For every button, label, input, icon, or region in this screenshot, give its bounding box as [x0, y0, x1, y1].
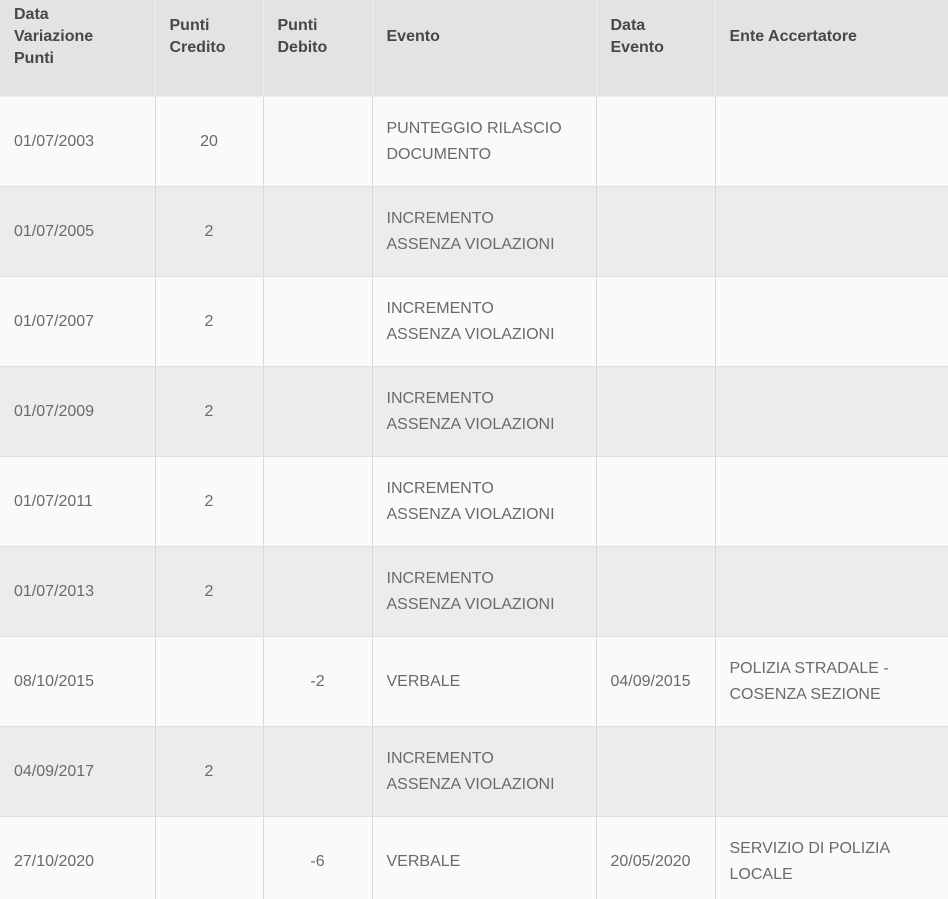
cell-punti-debito: [263, 366, 373, 457]
cell-data-evento: [596, 726, 716, 817]
cell-evento: PUNTEGGIO RILASCIO DOCUMENTO: [372, 96, 597, 187]
cell-punti-credito: 2: [155, 276, 264, 367]
cell-punti-debito: -6: [263, 816, 373, 899]
header-row: Data Variazione Punti Punti Credito Punti …: [0, 0, 948, 97]
cell-punti-credito: 2: [155, 186, 264, 277]
cell-evento: VERBALE: [372, 816, 597, 899]
cell-data-variazione-punti: 01/07/2009: [0, 366, 156, 457]
column-header-punti-credito: Punti Credito: [155, 0, 264, 97]
column-header-data-variazione-punti: Data Variazione Punti: [0, 0, 156, 97]
cell-punti-credito: 2: [155, 366, 264, 457]
cell-ente-accertatore: POLIZIA STRADALE - COSENZA SEZIONE: [715, 636, 948, 727]
cell-data-evento: [596, 186, 716, 277]
cell-punti-debito: [263, 546, 373, 637]
table-row: 04/09/2017 2 INCREMENTO ASSENZA VIOLAZIONI: [0, 726, 948, 817]
column-header-evento: Evento: [372, 0, 597, 97]
column-header-data-evento: Data Evento: [596, 0, 716, 97]
cell-punti-debito: [263, 276, 373, 367]
cell-ente-accertatore: [715, 186, 948, 277]
cell-punti-debito: -2: [263, 636, 373, 727]
table-row: 01/07/2003 20 PUNTEGGIO RILASCIO DOCUMENTO: [0, 96, 948, 187]
cell-evento: VERBALE: [372, 636, 597, 727]
cell-data-variazione-punti: 01/07/2003: [0, 96, 156, 187]
cell-data-evento: [596, 456, 716, 547]
cell-ente-accertatore: SERVIZIO DI POLIZIA LOCALE: [715, 816, 948, 899]
cell-data-evento: 20/05/2020: [596, 816, 716, 899]
cell-ente-accertatore: [715, 726, 948, 817]
cell-data-evento: 04/09/2015: [596, 636, 716, 727]
cell-punti-credito: [155, 816, 264, 899]
cell-evento: INCREMENTO ASSENZA VIOLAZIONI: [372, 726, 597, 817]
cell-punti-credito: 2: [155, 546, 264, 637]
table-header: Data Variazione Punti Punti Credito Punti …: [0, 0, 948, 97]
cell-data-variazione-punti: 01/07/2013: [0, 546, 156, 637]
cell-punti-debito: [263, 186, 373, 277]
cell-data-variazione-punti: 27/10/2020: [0, 816, 156, 899]
table-row: 27/10/2020 -6 VERBALE 20/05/2020 SERVIZIO DI…: [0, 816, 948, 899]
cell-punti-credito: 2: [155, 726, 264, 817]
cell-data-variazione-punti: 01/07/2011: [0, 456, 156, 547]
table-row: 01/07/2013 2 INCREMENTO ASSENZA VIOLAZIONI: [0, 546, 948, 637]
cell-ente-accertatore: [715, 366, 948, 457]
cell-data-variazione-punti: 08/10/2015: [0, 636, 156, 727]
table-row: 01/07/2011 2 INCREMENTO ASSENZA VIOLAZIONI: [0, 456, 948, 547]
cell-data-evento: [596, 276, 716, 367]
cell-data-variazione-punti: 01/07/2007: [0, 276, 156, 367]
cell-data-variazione-punti: 01/07/2005: [0, 186, 156, 277]
cell-punti-debito: [263, 726, 373, 817]
cell-evento: INCREMENTO ASSENZA VIOLAZIONI: [372, 546, 597, 637]
table-body: 01/07/2003 20 PUNTEGGIO RILASCIO DOCUMENTO…: [0, 96, 948, 899]
column-header-ente-accertatore: Ente Accertatore: [715, 0, 948, 97]
cell-data-evento: [596, 366, 716, 457]
cell-punti-credito: [155, 636, 264, 727]
cell-ente-accertatore: [715, 456, 948, 547]
column-header-punti-debito: Punti Debito: [263, 0, 373, 97]
cell-punti-credito: 20: [155, 96, 264, 187]
cell-ente-accertatore: [715, 276, 948, 367]
cell-punti-credito: 2: [155, 456, 264, 547]
cell-ente-accertatore: [715, 96, 948, 187]
cell-evento: INCREMENTO ASSENZA VIOLAZIONI: [372, 366, 597, 457]
cell-ente-accertatore: [715, 546, 948, 637]
table-row: 08/10/2015 -2 VERBALE 04/09/2015 POLIZIA STR…: [0, 636, 948, 727]
cell-data-variazione-punti: 04/09/2017: [0, 726, 156, 817]
table-row: 01/07/2007 2 INCREMENTO ASSENZA VIOLAZIONI: [0, 276, 948, 367]
cell-evento: INCREMENTO ASSENZA VIOLAZIONI: [372, 456, 597, 547]
cell-data-evento: [596, 96, 716, 187]
cell-data-evento: [596, 546, 716, 637]
cell-punti-debito: [263, 96, 373, 187]
table-row: 01/07/2009 2 INCREMENTO ASSENZA VIOLAZIONI: [0, 366, 948, 457]
cell-punti-debito: [263, 456, 373, 547]
cell-evento: INCREMENTO ASSENZA VIOLAZIONI: [372, 276, 597, 367]
table-row: 01/07/2005 2 INCREMENTO ASSENZA VIOLAZIONI: [0, 186, 948, 277]
cell-evento: INCREMENTO ASSENZA VIOLAZIONI: [372, 186, 597, 277]
